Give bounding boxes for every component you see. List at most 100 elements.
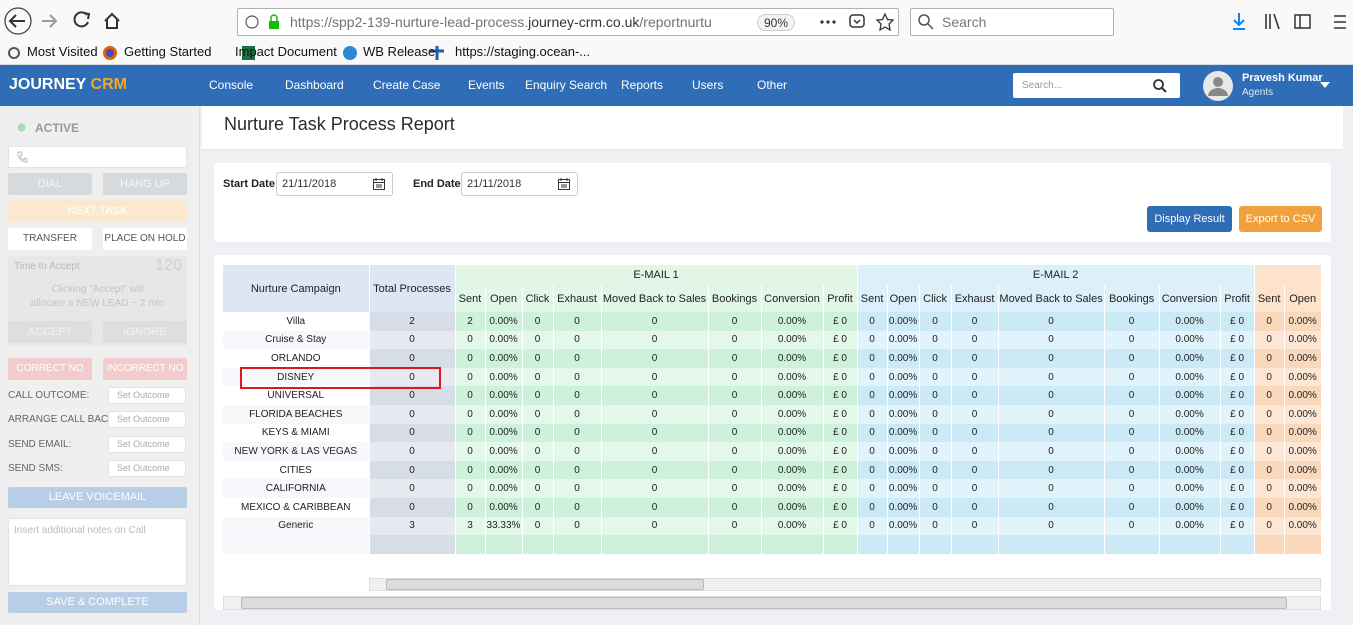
outcome-select[interactable]: Set Outcome xyxy=(108,459,186,477)
inner-scroll-thumb[interactable] xyxy=(386,579,704,590)
group-header: E-MAIL 1 xyxy=(455,265,858,285)
data-cell: 0.00% xyxy=(485,460,523,480)
data-cell: 0.00% xyxy=(761,460,824,480)
dial-button[interactable]: DIAL xyxy=(8,173,92,195)
app-search-icon[interactable] xyxy=(1153,79,1167,93)
ignore-button[interactable]: IGNORE xyxy=(103,321,187,343)
nav-item[interactable]: Other xyxy=(757,78,788,92)
nav-item[interactable]: Users xyxy=(692,78,724,92)
user-avatar[interactable] xyxy=(1202,70,1234,102)
empty-cell xyxy=(1284,535,1321,554)
export-csv-button[interactable]: Export to CSV xyxy=(1239,206,1322,232)
data-cell: 0.00% xyxy=(761,330,824,350)
reload-button[interactable] xyxy=(73,11,89,28)
column-header: Sent xyxy=(1254,285,1285,312)
data-cell: 0.00% xyxy=(485,330,523,350)
data-cell: 33.33% xyxy=(485,516,523,536)
page-actions xyxy=(820,12,895,32)
voicemail-button[interactable]: LEAVE VOICEMAIL xyxy=(8,487,187,508)
data-cell: 0.00% xyxy=(761,349,824,368)
hangup-button[interactable]: HANG UP xyxy=(103,173,187,195)
user-name[interactable]: Pravesh Kumar xyxy=(1242,72,1323,84)
data-cell: 2 xyxy=(455,312,486,331)
data-cell: 0 xyxy=(708,442,762,461)
data-cell: 0 xyxy=(998,404,1105,424)
data-cell: 0 xyxy=(951,367,999,387)
data-cell: £ 0 xyxy=(1220,442,1255,461)
back-button[interactable] xyxy=(4,7,32,35)
transfer-button[interactable]: TRANSFER xyxy=(8,228,92,250)
outcome-select[interactable]: Set Outcome xyxy=(108,435,186,453)
data-cell: 0 xyxy=(857,312,888,331)
next-task-button[interactable]: NEXT TASK xyxy=(8,200,187,222)
browser-search[interactable]: Search xyxy=(910,8,1114,36)
data-cell: 0 xyxy=(919,404,952,424)
bookmark[interactable]: https://staging.ocean-... xyxy=(455,44,591,59)
data-cell: 0.00% xyxy=(1159,349,1221,368)
nav-item[interactable]: Dashboard xyxy=(285,78,344,92)
accept-note: allocate a NEW LEAD ~ 2 min xyxy=(30,298,165,309)
bookmark[interactable]: Getting Started xyxy=(124,44,212,59)
forward-button[interactable] xyxy=(42,14,58,28)
brand[interactable]: JOURNEY CRM xyxy=(9,76,127,94)
data-cell: 0 xyxy=(857,404,888,424)
nav-item[interactable]: Events xyxy=(468,78,505,92)
data-cell: 0 xyxy=(857,330,888,350)
bookmark[interactable]: WB Release xyxy=(363,44,436,59)
incorrect-button[interactable]: INCORRECT NO xyxy=(103,358,187,380)
nav-item[interactable]: Console xyxy=(209,78,254,92)
empty-cell xyxy=(998,535,1105,554)
data-cell: 0.00% xyxy=(1159,386,1221,405)
data-cell: 0 xyxy=(1104,349,1160,368)
empty-cell xyxy=(761,535,824,554)
correct-button[interactable]: CORRECT NO xyxy=(8,358,92,380)
data-cell: 0 xyxy=(369,367,456,387)
start-date-input[interactable]: 21/11/2018 xyxy=(276,172,393,196)
accept-note: Clicking "Accept" will xyxy=(51,284,144,295)
data-cell: 0 xyxy=(708,460,762,480)
bookmark[interactable]: Impact Document xyxy=(235,44,337,59)
accept-button[interactable]: ACCEPT xyxy=(8,321,92,343)
nav-item[interactable]: Create Case xyxy=(373,78,441,92)
data-cell: £ 0 xyxy=(1220,516,1255,536)
end-date-input[interactable]: 21/11/2018 xyxy=(461,172,578,196)
data-cell: 0.00% xyxy=(1284,349,1321,368)
app-search[interactable]: Search... xyxy=(1013,73,1180,98)
campaign-cell: ORLANDO xyxy=(223,349,370,368)
data-row: CITIES 0 0 0.00% 0 0 0 0 0.00% £ 0 0 0.00% 0 0 0 0 0.00%… xyxy=(223,460,1321,480)
hold-button[interactable]: PLACE ON HOLD xyxy=(103,228,187,250)
bookmark[interactable]: Most Visited xyxy=(27,44,98,59)
display-result-button[interactable]: Display Result xyxy=(1147,206,1232,232)
data-cell: 0 xyxy=(857,386,888,405)
data-cell: 3 xyxy=(369,516,456,536)
notes-textarea[interactable]: Insert additional notes on Call xyxy=(8,518,187,586)
user-caret[interactable] xyxy=(1320,82,1330,88)
nav-item[interactable]: Reports xyxy=(621,78,664,92)
data-cell: 0 xyxy=(857,349,888,368)
data-cell: 0 xyxy=(998,460,1105,480)
data-cell: 0 xyxy=(708,330,762,350)
empty-cell xyxy=(1254,535,1285,554)
data-cell: 0 xyxy=(951,516,999,536)
home-button[interactable] xyxy=(104,12,120,29)
nav-item[interactable]: Enquiry Search xyxy=(525,78,608,92)
data-cell: 0 xyxy=(455,367,486,387)
data-cell: 0 xyxy=(522,442,554,461)
zoom-indicator[interactable]: 90% xyxy=(757,14,795,31)
data-cell: 0.00% xyxy=(1159,442,1221,461)
data-cell: 0 xyxy=(1254,386,1285,405)
outcome-select[interactable]: Set Outcome xyxy=(108,387,186,404)
save-button[interactable]: SAVE & COMPLETE xyxy=(8,592,187,613)
data-cell: £ 0 xyxy=(823,516,858,536)
data-cell: 0 xyxy=(369,442,456,461)
outer-scroll-thumb[interactable] xyxy=(241,597,1287,609)
url-bar[interactable]: https://spp2-139-nurture-lead-process.jo… xyxy=(237,8,899,36)
data-cell: 0 xyxy=(919,479,952,498)
phone-input[interactable] xyxy=(8,146,187,168)
outcome-select[interactable]: Set Outcome xyxy=(108,411,186,429)
calendar-icons xyxy=(373,178,570,190)
data-cell: 0.00% xyxy=(761,386,824,405)
data-cell: £ 0 xyxy=(823,349,858,368)
data-cell: 0 xyxy=(601,367,709,387)
